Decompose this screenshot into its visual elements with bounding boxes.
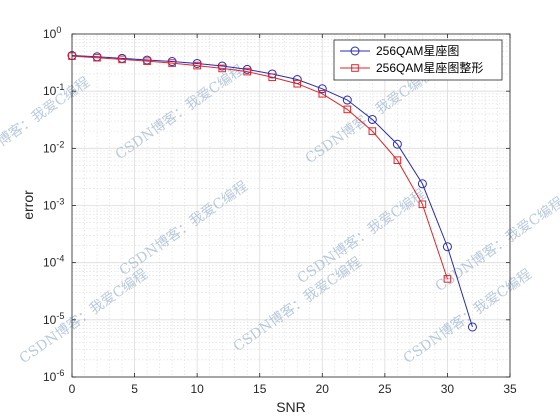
data-point-square — [118, 55, 126, 64]
x-tick-label: 10 — [190, 382, 204, 396]
legend: 256QAM星座图 256QAM星座图整形 — [333, 39, 503, 81]
y-tick-label: 10-5 — [43, 311, 64, 327]
data-point-square — [443, 275, 452, 283]
data-point-square — [168, 59, 176, 67]
y-axis-label: error — [20, 190, 36, 220]
x-tick-label: 30 — [441, 382, 455, 396]
data-point-circle — [467, 322, 477, 332]
y-tick-label: 10-3 — [43, 197, 64, 213]
data-point-circle — [192, 58, 202, 68]
legend-label: 256QAM星座图整形 — [376, 60, 483, 75]
y-tick-label: 10-1 — [43, 82, 64, 98]
x-tick-label: 5 — [131, 382, 138, 396]
data-point-square — [418, 200, 427, 209]
legend-box — [333, 39, 503, 81]
data-point-circle — [342, 95, 352, 105]
data-point-square — [218, 64, 226, 73]
axes-ticks: 0 5 10 15 20 25 30 35 10-6 10-5 10-4 10-3 10-2 10-1 10… — [43, 25, 517, 396]
data-point-circle — [267, 69, 277, 79]
legend-marker-square — [351, 64, 359, 72]
data-point-circle — [392, 139, 402, 149]
data-point-square — [243, 67, 251, 76]
data-point-circle — [217, 61, 227, 71]
y-tick-label: 100 — [43, 25, 61, 41]
data-point-square — [343, 105, 352, 114]
data-point-circle — [242, 64, 252, 74]
x-tick-label: 0 — [69, 382, 76, 396]
x-tick-label: 20 — [316, 382, 330, 396]
data-point-circle — [417, 179, 427, 189]
data-point-circle — [367, 114, 377, 124]
x-tick-label: 25 — [378, 382, 392, 396]
y-tick-label: 10-6 — [43, 368, 64, 384]
data-point-circle — [167, 57, 177, 67]
y-tick-label: 10-4 — [43, 254, 64, 270]
series-line — [71, 55, 448, 280]
legend-marker-circle — [350, 46, 360, 56]
series-layer — [67, 51, 477, 332]
x-tick-label: 15 — [253, 382, 267, 396]
data-point-square — [193, 61, 201, 70]
series-2 — [68, 52, 452, 283]
y-tick-label: 10-2 — [43, 139, 64, 155]
x-tick-label: 35 — [503, 382, 517, 396]
data-point-circle — [317, 84, 327, 94]
legend-label: 256QAM星座图 — [376, 43, 459, 58]
data-point-square — [368, 127, 377, 135]
data-point-square — [268, 73, 277, 82]
x-axis-label: SNR — [276, 399, 306, 415]
data-point-square — [318, 89, 327, 98]
data-point-square — [293, 79, 302, 88]
data-point-square — [93, 53, 101, 62]
data-point-square — [393, 156, 402, 165]
data-point-circle — [442, 242, 452, 252]
data-point-square — [143, 57, 151, 65]
